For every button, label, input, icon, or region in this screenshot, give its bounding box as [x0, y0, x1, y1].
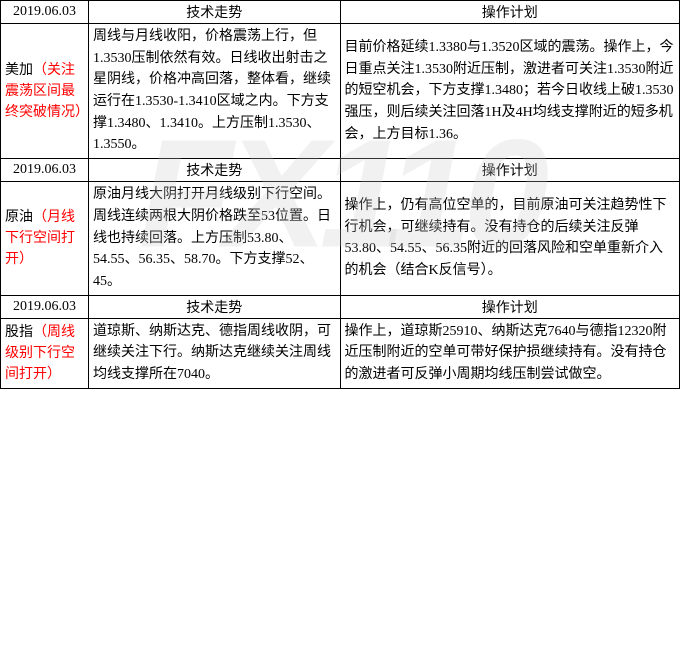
analysis-table: 2019.06.03 技术走势 操作计划 美加（关注震荡区间最终突破情况） 周线…	[0, 0, 680, 389]
table-row: 美加（关注震荡区间最终突破情况） 周线与月线收阳，价格震荡上行，但1.3530压…	[1, 24, 680, 159]
header-plan: 操作计划	[340, 1, 679, 24]
header-date: 2019.06.03	[1, 159, 89, 182]
header-date: 2019.06.03	[1, 1, 89, 24]
table-header-row: 2019.06.03 技术走势 操作计划	[1, 295, 680, 318]
plan-content: 目前价格延续1.3380与1.3520区域的震荡。操作上，今日重点关注1.353…	[340, 24, 679, 159]
instrument-label: 美加（关注震荡区间最终突破情况）	[1, 24, 89, 159]
header-trend: 技术走势	[88, 1, 340, 24]
instrument-label: 股指（周线级别下行空间打开）	[1, 318, 89, 388]
label-name: 美加	[5, 63, 33, 78]
table-header-row: 2019.06.03 技术走势 操作计划	[1, 159, 680, 182]
table-header-row: 2019.06.03 技术走势 操作计划	[1, 1, 680, 24]
plan-content: 操作上，仍有高位空单的，目前原油可关注趋势性下行机会，可继续持有。没有持仓的后续…	[340, 182, 679, 295]
header-date: 2019.06.03	[1, 295, 89, 318]
plan-content: 操作上，道琼斯25910、纳斯达克7640与德指12320附近压制附近的空单可带…	[340, 318, 679, 388]
label-name: 股指	[5, 325, 33, 340]
table-row: 股指（周线级别下行空间打开） 道琼斯、纳斯达克、德指周线收阴，可继续关注下行。纳…	[1, 318, 680, 388]
table-row: 原油（月线下行空间打开） 原油月线大阴打开月线级别下行空间。周线连续两根大阴价格…	[1, 182, 680, 295]
trend-content: 原油月线大阴打开月线级别下行空间。周线连续两根大阴价格跌至53位置。日线也持续回…	[88, 182, 340, 295]
label-name: 原油	[5, 210, 33, 225]
trend-content: 周线与月线收阳，价格震荡上行，但1.3530压制依然有效。日线收出射击之星阴线，…	[88, 24, 340, 159]
instrument-label: 原油（月线下行空间打开）	[1, 182, 89, 295]
trend-content: 道琼斯、纳斯达克、德指周线收阴，可继续关注下行。纳斯达克继续关注周线均线支撑所在…	[88, 318, 340, 388]
header-trend: 技术走势	[88, 159, 340, 182]
header-plan: 操作计划	[340, 159, 679, 182]
header-trend: 技术走势	[88, 295, 340, 318]
header-plan: 操作计划	[340, 295, 679, 318]
